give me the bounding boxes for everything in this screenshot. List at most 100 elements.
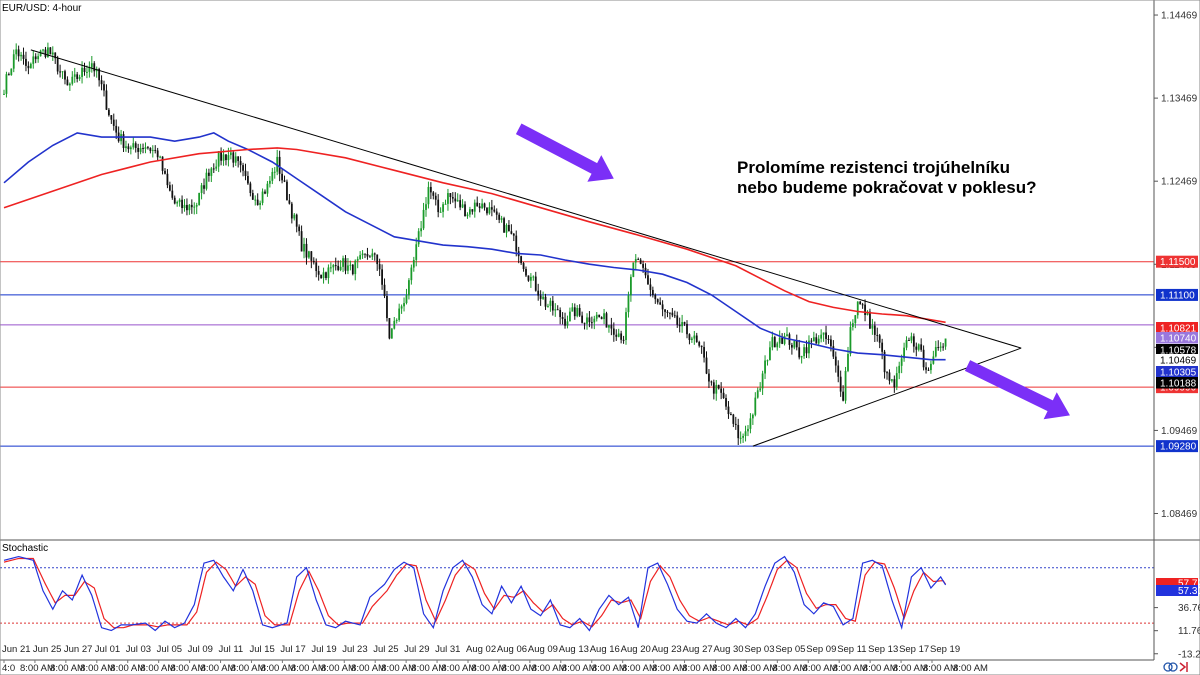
date-label: Aug 16: [590, 644, 620, 655]
candle-body: [12, 54, 15, 69]
candle-body: [273, 171, 276, 173]
candle-body: [503, 218, 505, 233]
candle-body: [271, 171, 274, 181]
candle-body: [544, 296, 547, 307]
candle-body: [261, 191, 264, 203]
candle-body: [883, 351, 886, 373]
candle-body: [451, 197, 454, 199]
candle-body: [590, 322, 593, 324]
candle-body: [237, 156, 240, 162]
candle-body: [434, 195, 437, 200]
stochastic-d-badge: [1156, 578, 1198, 588]
candle-body: [622, 339, 625, 341]
date-label: Jun 25: [33, 644, 62, 655]
time-label: 8:00 AM: [381, 663, 416, 674]
candle-body: [634, 259, 637, 263]
candle-body: [559, 309, 562, 318]
candle-body: [488, 207, 491, 214]
candle-body: [344, 258, 347, 271]
candle-body: [247, 175, 249, 184]
stochastic-axis: 36.76 11.76 -13.24 57.7257.31: [1154, 578, 1200, 660]
candle-body: [534, 276, 537, 291]
level-badge-label: 1.09280: [1160, 442, 1197, 453]
candle-body: [569, 311, 571, 322]
candle-body: [47, 47, 49, 57]
candle-body: [437, 199, 440, 213]
level-badge: [1156, 288, 1198, 301]
candle-body: [295, 214, 298, 227]
candle-body: [908, 340, 910, 342]
candle-body: [310, 251, 313, 261]
candle-body: [881, 342, 884, 352]
candle-body: [769, 347, 771, 361]
price-badge-label: 1.10305: [1160, 368, 1197, 379]
candle-body: [927, 369, 930, 371]
candle-body: [73, 74, 76, 77]
candle-body: [508, 224, 510, 232]
time-label: 8:00 AM: [682, 663, 717, 674]
price-badge-label: 1.10821: [1160, 324, 1197, 335]
scroll-to-end-icon[interactable]: [1179, 662, 1188, 672]
candle-body: [415, 244, 418, 260]
candle-body: [256, 199, 259, 206]
candle-body: [637, 259, 640, 261]
candle-body: [142, 148, 144, 150]
candle-body: [727, 406, 730, 415]
candle-body: [683, 322, 686, 324]
candle-body: [59, 71, 62, 73]
candle-body: [693, 335, 696, 339]
arrow-shape: [964, 360, 1070, 420]
candle-body: [647, 275, 649, 285]
price-panel-background: [0, 0, 1154, 540]
candle-body: [183, 204, 186, 209]
date-label: Jun 21: [2, 644, 31, 655]
candle-body: [564, 318, 566, 326]
stochastic-panel-background: [0, 540, 1154, 660]
candle-body: [156, 150, 159, 158]
candle-body: [854, 315, 857, 324]
candle-body: [651, 289, 654, 295]
candle-body: [671, 312, 674, 316]
candle-body: [625, 312, 627, 340]
candle-body: [356, 258, 359, 261]
candle-body: [129, 147, 132, 150]
candle-body: [856, 301, 859, 316]
time-label: 4:0: [2, 663, 15, 674]
candle-body: [127, 146, 130, 150]
candle-body: [798, 347, 801, 358]
candle-body: [159, 156, 162, 158]
candle-body: [251, 193, 254, 200]
candle-body: [893, 379, 896, 388]
candle-body: [778, 337, 781, 344]
annotation-line-1: Prolomíme rezistenci trojúhelníku: [737, 158, 1010, 177]
candle-body: [737, 424, 740, 439]
candle-body: [264, 191, 266, 194]
candle-body: [469, 209, 471, 215]
time-label: 8:00 AM: [712, 663, 747, 674]
candle-body: [293, 214, 296, 219]
candle-body: [429, 186, 432, 193]
candle-body: [847, 353, 849, 371]
candle-body: [386, 296, 388, 319]
candle-body: [149, 148, 152, 151]
candle-body: [427, 186, 430, 205]
candle-body: [781, 337, 784, 344]
candle-body: [732, 414, 735, 424]
time-label: 8:00 AM: [201, 663, 236, 674]
candle-body: [225, 154, 227, 161]
candle-body: [298, 226, 301, 232]
candle-body: [281, 173, 283, 181]
candle-body: [339, 266, 342, 270]
date-label: Aug 23: [652, 644, 682, 655]
candle-body: [498, 214, 501, 220]
candle-body: [547, 305, 549, 307]
candle-body: [171, 190, 174, 198]
link-icon[interactable]: [1163, 662, 1178, 672]
time-label: 8:00 AM: [803, 663, 838, 674]
candle-body: [459, 200, 462, 208]
candle-body: [139, 148, 142, 152]
level-badge: [1156, 255, 1198, 268]
candle-body: [515, 235, 518, 252]
candle-body: [520, 256, 523, 264]
candle-body: [583, 322, 586, 324]
